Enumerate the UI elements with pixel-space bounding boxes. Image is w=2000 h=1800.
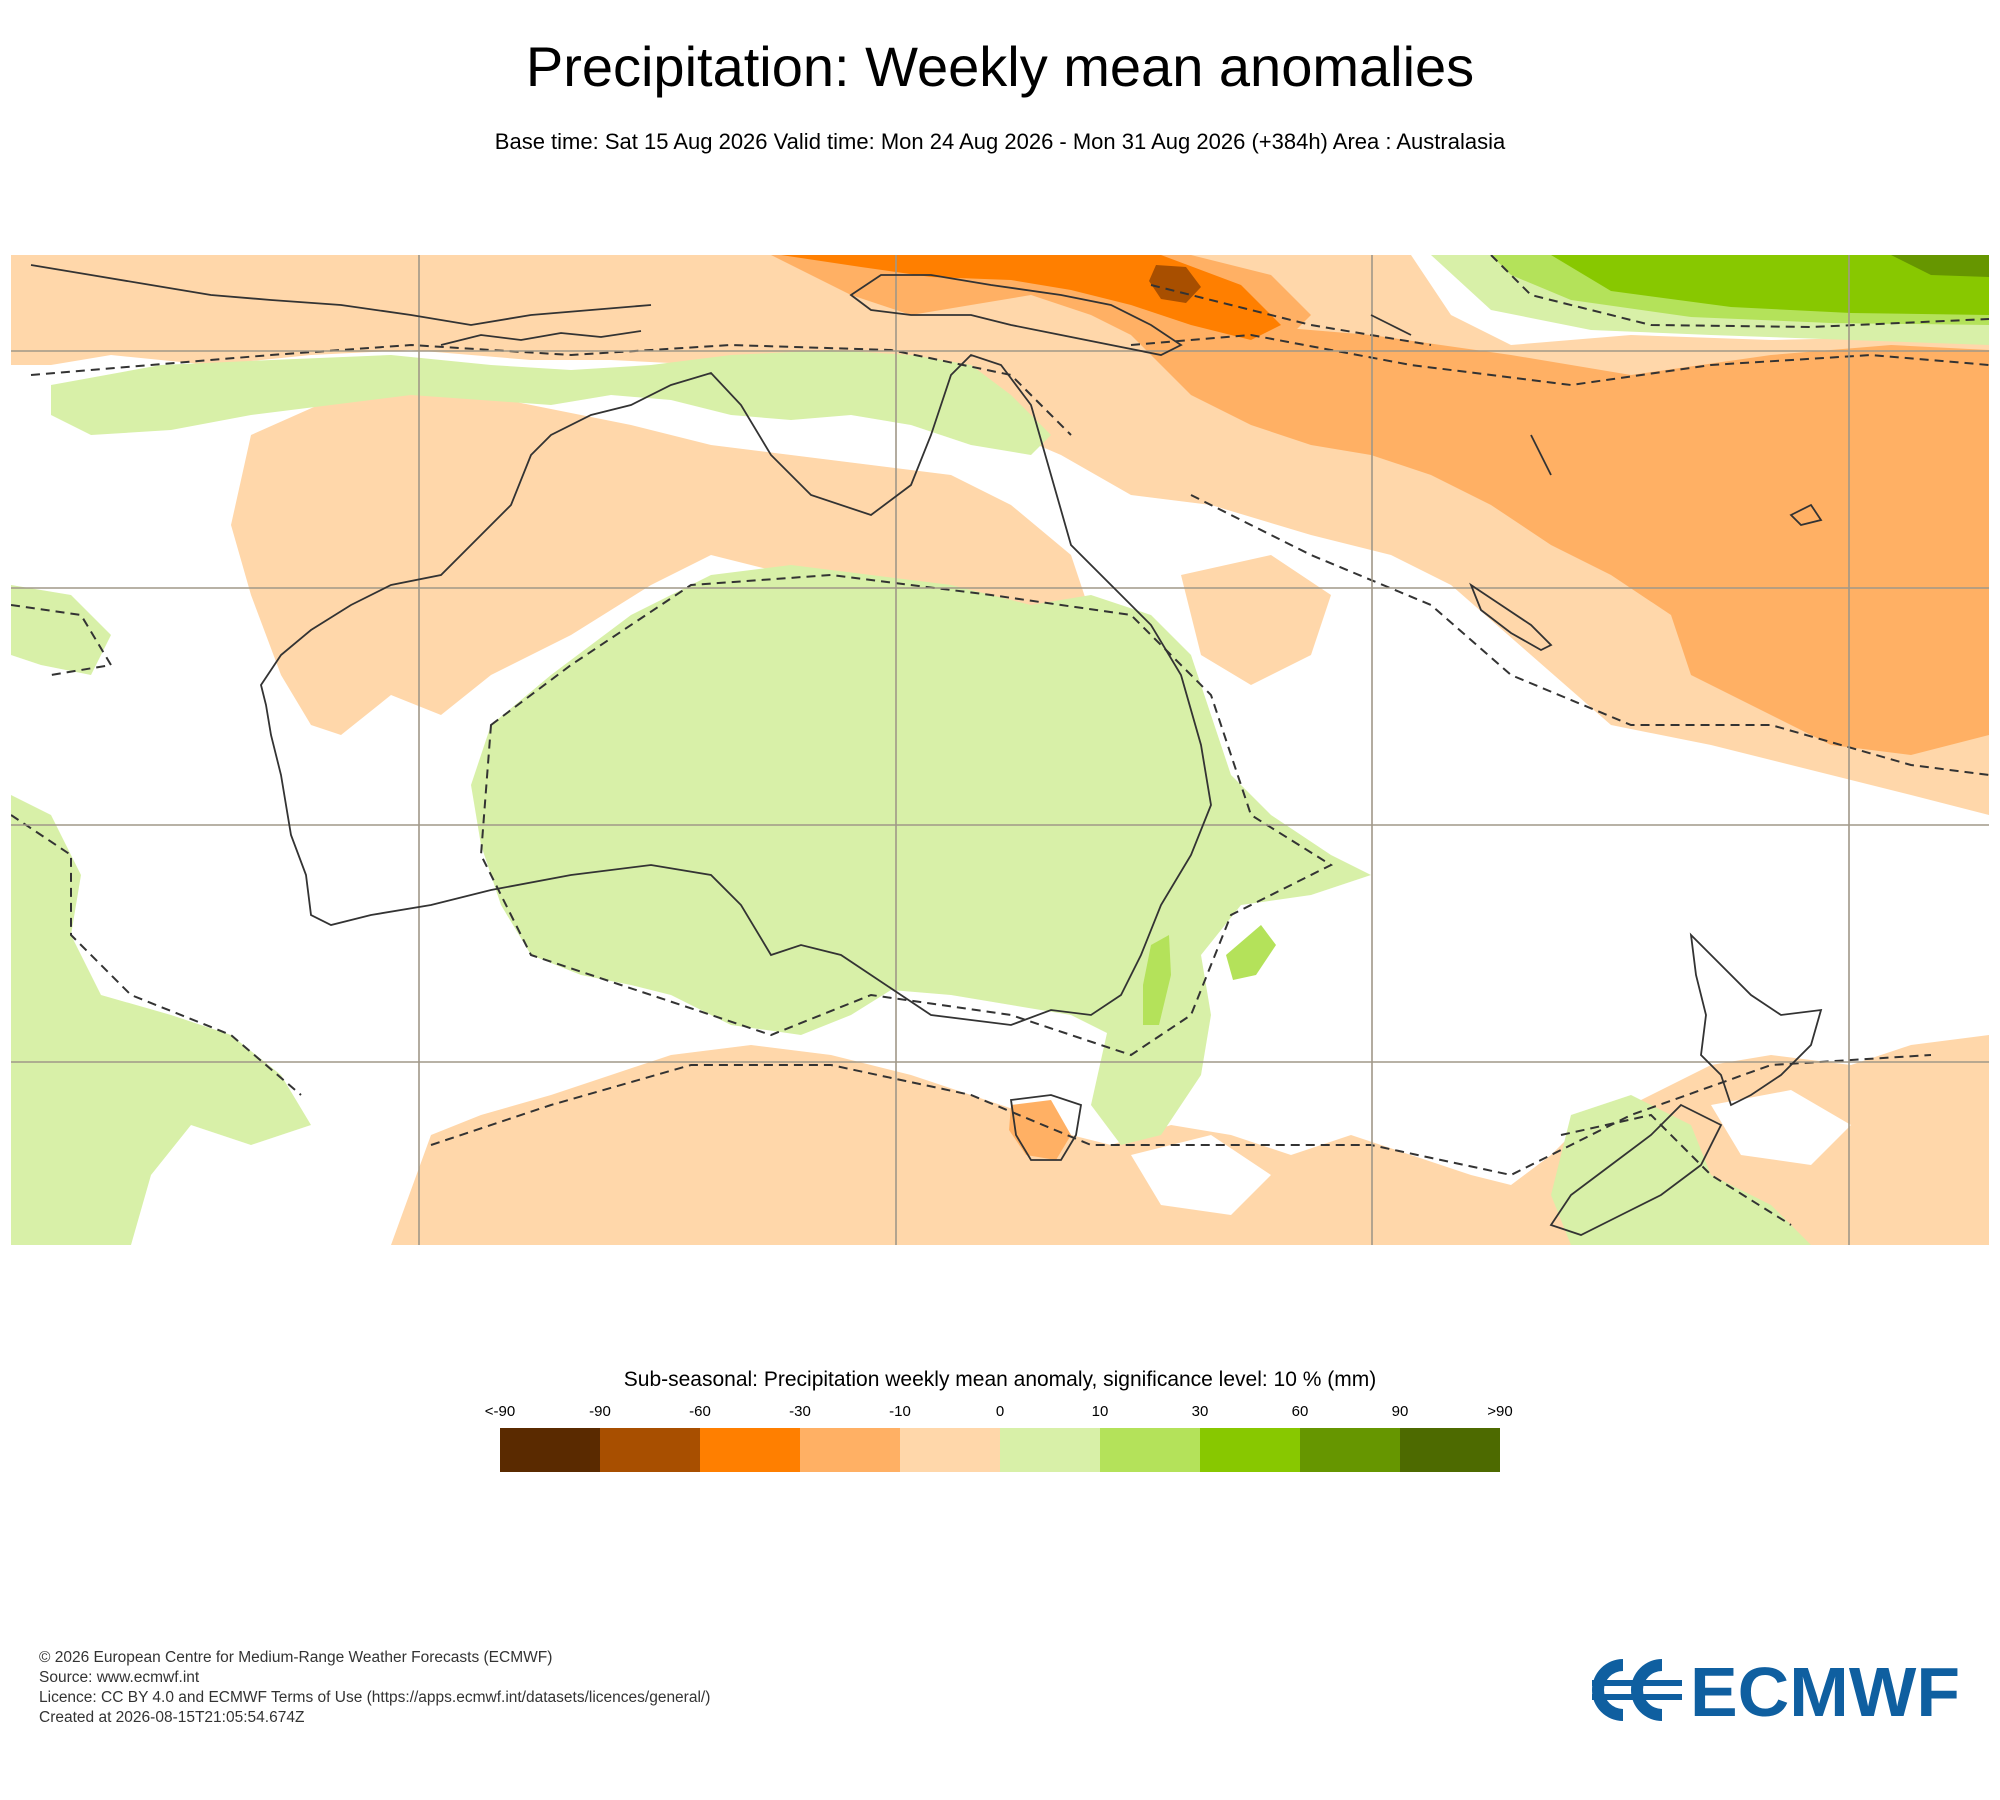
new-caledonia-coastline: [1469, 582, 1553, 652]
anomaly-region: [1551, 1095, 1811, 1245]
significance-contours: [11, 255, 1989, 1226]
anomaly-region: [1711, 1090, 1851, 1165]
anomaly-map: [11, 255, 1989, 1245]
source-text: Source: www.ecmwf.int: [39, 1669, 200, 1686]
indonesia-coastline: [30, 264, 652, 326]
map-title: Precipitation: Weekly mean anomalies: [525, 35, 1475, 98]
anomaly-region: [1131, 1135, 1271, 1215]
legend-tick-label: 60: [1291, 1403, 1309, 1420]
anomaly-region: [1226, 925, 1276, 980]
footer-credits: © 2026 European Centre for Medium-Range …: [39, 1648, 710, 1728]
anomaly-region: [1143, 935, 1171, 1025]
anomaly-region: [1551, 255, 1989, 315]
anomaly-region: [1009, 1100, 1071, 1160]
copyright-text: © 2026 European Centre for Medium-Range …: [39, 1649, 553, 1666]
ecmwf-logo: ECMWF: [1590, 1653, 1962, 1731]
created-text: Created at 2026-08-15T21:05:54.674Z: [39, 1709, 305, 1726]
legend-tick-label: 0: [995, 1403, 1005, 1420]
anomaly-region: [1091, 955, 1211, 1145]
legend-tick-label: -90: [589, 1403, 611, 1420]
legend-tick-label: 10: [1091, 1403, 1109, 1420]
legend-labels: <-90 -90 -60 -30 -10 0 10 30 60 90 >90: [485, 1403, 1513, 1423]
anomaly-region: [1131, 325, 1989, 755]
anomaly-region: [471, 565, 1371, 1045]
legend-swatch: [800, 1428, 900, 1472]
legend-swatch: [900, 1428, 1000, 1472]
legend-tick-label: >90: [1487, 1403, 1513, 1420]
new-zealand-north-coastline: [1689, 932, 1823, 1107]
coastlines: [30, 264, 1823, 1236]
ecmwf-logo-mark: [1592, 1659, 1682, 1721]
anomaly-region: [1891, 255, 1989, 277]
graticule: [11, 255, 1989, 1245]
legend-title: Sub-seasonal: Precipitation weekly mean …: [623, 1368, 1377, 1391]
anomaly-region: [231, 385, 1091, 735]
legend-tick-label: -10: [889, 1403, 911, 1420]
tasmania-coastline: [1009, 1094, 1083, 1161]
legend-tick-label: 30: [1191, 1403, 1209, 1420]
legend-tick-label: <-90: [484, 1403, 516, 1420]
anomaly-region: [11, 585, 111, 675]
new-guinea-coastline: [849, 274, 1183, 356]
legend-swatch: [500, 1428, 600, 1472]
indonesia-coastline: [440, 330, 642, 346]
legend-swatch: [1300, 1428, 1400, 1472]
legend-swatch: [700, 1428, 800, 1472]
legend-tick-label: -30: [789, 1403, 811, 1420]
legend-swatch: [1100, 1428, 1200, 1472]
legend-tick-label: 90: [1391, 1403, 1409, 1420]
pacific-islands-coastline: [1370, 314, 1823, 526]
legend-swatch: [1000, 1428, 1100, 1472]
ecmwf-logo-text: ECMWF: [1690, 1657, 1960, 1723]
licence-text: Licence: CC BY 4.0 and ECMWF Terms of Us…: [39, 1689, 711, 1706]
legend-color-bar: [500, 1428, 1500, 1472]
legend-swatch: [600, 1428, 700, 1472]
anomaly-region: [51, 350, 1051, 455]
legend-tick-label: -60: [689, 1403, 711, 1420]
new-zealand-south-coastline: [1549, 1103, 1723, 1236]
anomaly-region: [11, 795, 311, 1245]
legend-swatch: [1200, 1428, 1300, 1472]
map-subtitle: Base time: Sat 15 Aug 2026 Valid time: M…: [494, 129, 1506, 154]
australia-coastline: [260, 353, 1212, 1026]
legend-swatch: [1400, 1428, 1500, 1472]
